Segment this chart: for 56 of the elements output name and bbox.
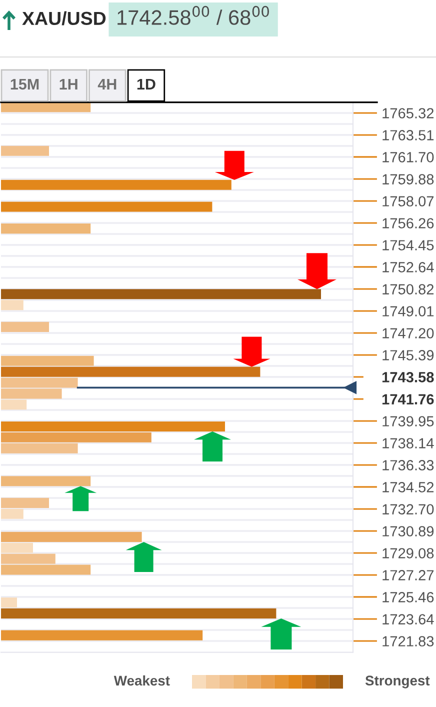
y-tick-label: 1750.82 bbox=[382, 284, 434, 294]
y-tick-label: 1734.52 bbox=[382, 482, 434, 492]
bar bbox=[1, 554, 56, 564]
y-tick-label: 1752.64 bbox=[382, 262, 434, 272]
text: 1H bbox=[60, 78, 78, 90]
y-tick-label: 1736.33 bbox=[382, 460, 434, 470]
y-tick-label: 1761.70 bbox=[382, 152, 434, 162]
y-tick-label: 1725.46 bbox=[382, 592, 434, 602]
bar bbox=[1, 300, 24, 310]
bar bbox=[1, 322, 49, 332]
bar bbox=[1, 498, 49, 508]
bar bbox=[1, 432, 152, 442]
bar bbox=[1, 630, 203, 640]
bar bbox=[1, 366, 260, 377]
y-tick-label: 1730.89 bbox=[382, 526, 434, 536]
bar bbox=[1, 202, 212, 212]
y-tick-label: 1727.27 bbox=[382, 570, 434, 580]
y-tick-label: 1756.26 bbox=[382, 218, 434, 228]
bar bbox=[1, 542, 33, 553]
bar bbox=[1, 443, 78, 454]
text: Strongest bbox=[365, 676, 430, 688]
bar bbox=[1, 421, 225, 432]
y-tick-label: 1745.39 bbox=[382, 350, 434, 360]
y-tick-label: 1765.32 bbox=[382, 108, 434, 118]
bar bbox=[1, 289, 321, 300]
text: Weakest bbox=[114, 675, 170, 686]
y-tick-label: 1749.01 bbox=[382, 306, 434, 316]
bar bbox=[1, 508, 24, 519]
y-tick-label: 1754.45 bbox=[382, 240, 434, 250]
y-tick-label: 1739.95 bbox=[382, 416, 434, 426]
y-tick-label: 1758.07 bbox=[382, 196, 434, 206]
bar bbox=[1, 356, 94, 366]
chart-title: XAU/USD bbox=[22, 11, 106, 26]
bar bbox=[1, 564, 91, 575]
bar bbox=[1, 532, 142, 542]
y-tick-label: 1723.64 bbox=[382, 614, 434, 624]
bar bbox=[1, 476, 91, 486]
bar bbox=[1, 180, 232, 190]
y-tick-label: 1729.08 bbox=[382, 548, 434, 558]
y-tick-label: 1747.20 bbox=[382, 328, 434, 338]
bar bbox=[1, 597, 17, 608]
y-tick-label: 1759.88 bbox=[382, 174, 434, 184]
y-tick-label: 1741.76 bbox=[382, 394, 434, 404]
y-tick-label: 1738.14 bbox=[382, 438, 434, 448]
bar bbox=[1, 224, 91, 234]
y-tick-label: 1763.51 bbox=[382, 130, 434, 140]
bar bbox=[1, 146, 49, 156]
text: 1D bbox=[137, 78, 156, 90]
text: 4H bbox=[98, 78, 116, 90]
y-tick-label: 1743.58 bbox=[382, 372, 434, 382]
chart-subtitle: 1742.58$^{00}$ / 68$^{00}$ bbox=[118, 6, 269, 25]
bar bbox=[1, 608, 276, 618]
y-tick-label: 1732.70 bbox=[382, 504, 434, 514]
text: 15M bbox=[10, 78, 39, 90]
y-tick-label: 1721.83 bbox=[382, 636, 434, 646]
bar bbox=[1, 400, 27, 410]
